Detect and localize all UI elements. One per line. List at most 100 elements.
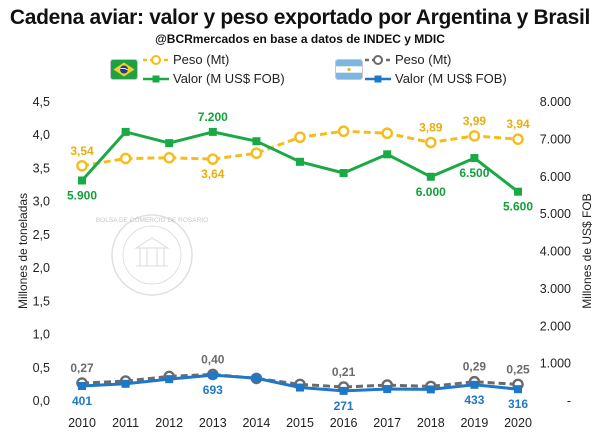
data-label: 3,54 (70, 144, 94, 158)
data-label: 0,29 (463, 360, 487, 374)
data-label: 401 (72, 394, 92, 408)
right-tick-label: - (567, 394, 571, 408)
square-marker-icon (143, 75, 169, 82)
right-tick-label: 3.000 (540, 282, 571, 296)
data-label: 5.900 (67, 188, 97, 202)
data-point-square (121, 379, 130, 388)
right-tick-label: 5.000 (540, 207, 571, 221)
data-point-square (339, 169, 348, 178)
left-tick-label: 0,0 (33, 394, 50, 408)
x-tick-label: 2016 (330, 416, 358, 430)
x-tick-label: 2015 (286, 416, 314, 430)
data-point-square (514, 187, 522, 196)
data-point-square (426, 385, 435, 394)
legend-label: Valor (M US$ FOB) (173, 71, 285, 86)
data-point-square (121, 127, 130, 136)
data-label: 5.600 (503, 200, 533, 214)
data-point-circle (76, 159, 88, 172)
x-tick-label: 2010 (68, 416, 96, 430)
data-point-square (208, 127, 217, 136)
x-tick-label: 2013 (199, 416, 227, 430)
data-point-square (470, 154, 479, 163)
data-point-square (252, 374, 261, 383)
left-tick-label: 2,0 (33, 261, 50, 275)
data-label: 271 (334, 399, 354, 413)
watermark-text: BOLSA DE COMERCIO DE ROSARIO (96, 217, 208, 224)
data-point-square (78, 382, 86, 391)
data-label: 0,25 (506, 362, 530, 376)
data-labels: 3,54 3,64 3,89 3,99 3,94 5.900 7.200 6.000 6.500… (67, 110, 533, 413)
legend-brasil-peso: Peso (Mt) (143, 52, 229, 67)
legend-label: Peso (Mt) (173, 52, 230, 67)
left-axis-ticks: 0,0 0,5 1,0 1,5 2,0 2,5 3,0 3,5 4,0 4,5 (33, 95, 50, 408)
argentina-flag-icon (336, 60, 362, 79)
data-point-square (383, 385, 392, 394)
data-label: 3,64 (201, 167, 225, 181)
data-point-square (339, 386, 348, 395)
x-tick-label: 2011 (112, 416, 139, 430)
series-line-argentina-peso (81, 372, 519, 389)
data-label: 0,40 (201, 352, 225, 366)
data-label: 316 (508, 397, 528, 411)
left-tick-label: 3,5 (33, 161, 50, 175)
data-point-circle (119, 152, 132, 165)
left-tick-label: 2,5 (33, 228, 50, 242)
right-tick-label: 7.000 (540, 132, 571, 146)
legend-argentina-valor: Valor (M US$ FOB) (365, 71, 507, 86)
x-axis-ticks: 2010 2011 2012 2013 2014 2015 2016 2017 2018 2019… (68, 416, 532, 430)
right-tick-label: 1.000 (540, 357, 571, 371)
data-label: 433 (464, 393, 484, 407)
data-label: 6.500 (459, 166, 489, 180)
x-tick-label: 2020 (504, 416, 532, 430)
data-label: 693 (203, 383, 223, 397)
data-point-square (470, 380, 479, 389)
data-point-circle (381, 127, 394, 140)
data-point-square (165, 375, 174, 384)
dashed-circle-marker-icon (365, 54, 391, 65)
data-point-circle (424, 136, 437, 149)
data-point-square (252, 137, 261, 146)
data-point-square (296, 383, 304, 392)
data-label: 3,89 (419, 121, 443, 135)
data-point-square (165, 139, 174, 148)
right-axis-title: Millones de US$ FOB (580, 193, 594, 308)
dashed-circle-marker-icon (143, 54, 169, 65)
data-point-square (426, 172, 435, 181)
right-tick-label: 2.000 (540, 319, 571, 333)
bcr-seal-watermark (111, 214, 193, 296)
data-point-circle (250, 147, 263, 159)
left-tick-label: 4,5 (33, 95, 50, 109)
data-point-square (208, 371, 217, 380)
data-point-circle (163, 152, 175, 164)
legend-brasil-valor: Valor (M US$ FOB) (143, 71, 285, 86)
right-tick-label: 4.000 (540, 245, 571, 259)
legend-argentina-peso: Peso (Mt) (365, 52, 451, 67)
x-tick-label: 2012 (155, 416, 183, 430)
x-tick-label: 2017 (373, 416, 401, 430)
brazil-flag-icon (111, 60, 137, 79)
right-axis-ticks: - 1.000 2.000 3.000 4.000 5.000 6.000 7.000 8.00… (540, 95, 571, 408)
data-point-square (296, 157, 304, 166)
data-label: 6.000 (416, 185, 446, 199)
data-point-square (514, 385, 522, 394)
series-layer (76, 125, 524, 395)
data-point-circle (512, 133, 524, 146)
data-point-circle (337, 125, 350, 138)
left-tick-label: 3,0 (33, 195, 50, 209)
square-marker-icon (365, 75, 391, 82)
x-tick-label: 2018 (417, 416, 445, 430)
left-tick-label: 1,5 (33, 294, 50, 308)
chart-subtitle: @BCRmercados en base a datos de INDEC y … (155, 32, 445, 46)
data-point-square (383, 150, 392, 159)
data-label: 3,99 (463, 114, 487, 128)
left-tick-label: 4,0 (33, 128, 50, 142)
legend-label: Valor (M US$ FOB) (395, 71, 507, 86)
data-label: 0,27 (70, 361, 94, 375)
data-point-circle (468, 130, 481, 142)
data-label: 0,21 (332, 365, 356, 379)
legend-label: Peso (Mt) (395, 52, 452, 67)
left-axis-title: Millones de toneladas (16, 193, 30, 309)
x-tick-label: 2019 (460, 416, 488, 430)
data-point-circle (294, 131, 306, 144)
